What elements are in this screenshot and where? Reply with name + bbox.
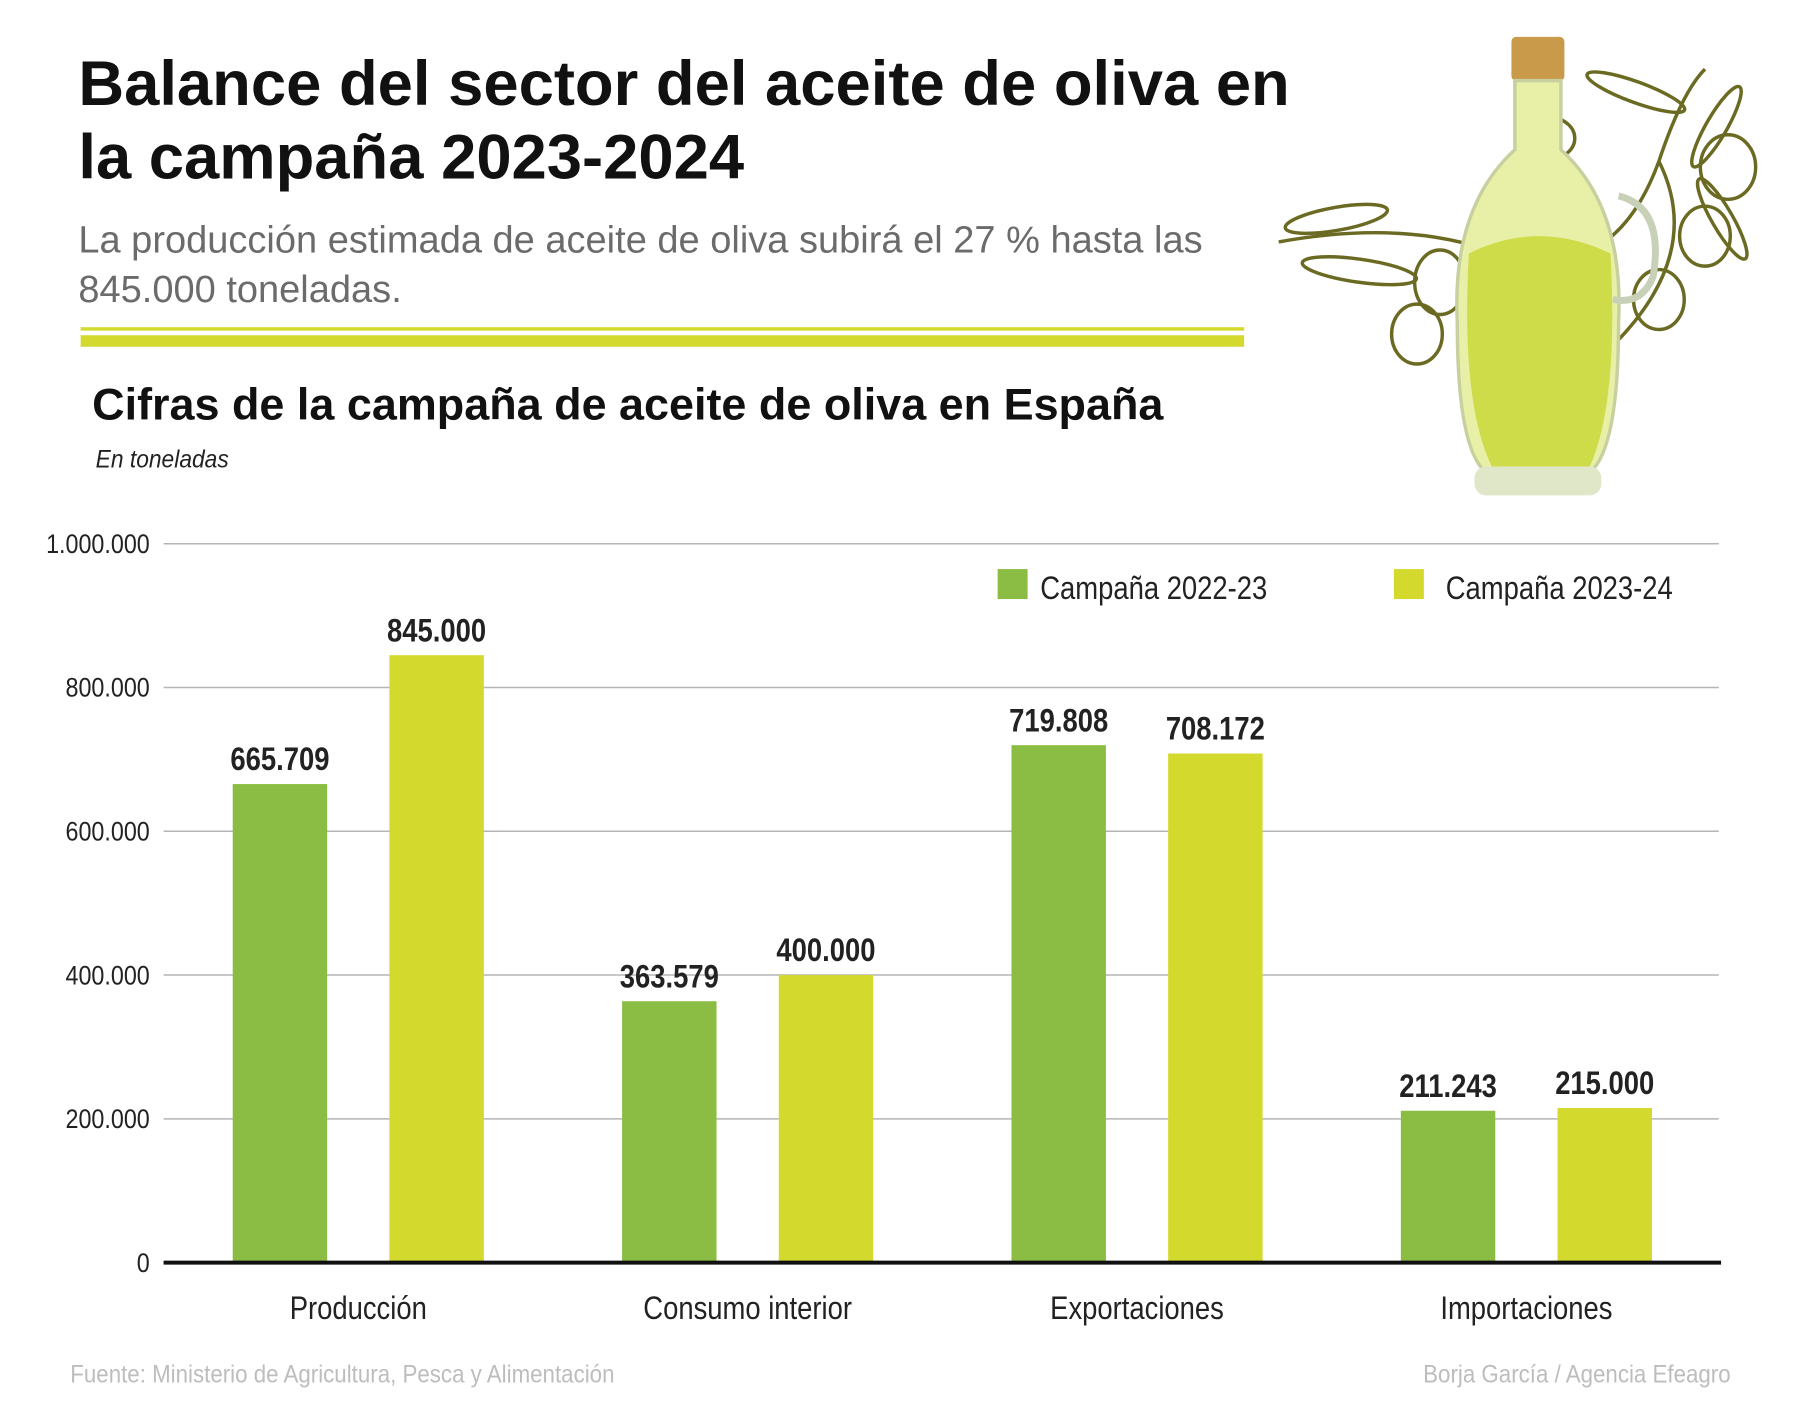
data-label: 719.808 (1009, 703, 1108, 739)
data-label: 211.243 (1399, 1069, 1497, 1105)
data-label: 708.172 (1166, 712, 1265, 748)
chart-unit: En toneladas (95, 444, 229, 474)
page-subtitle: La producción estimada de aceite de oliv… (78, 217, 1203, 310)
data-label: 363.579 (620, 959, 719, 995)
x-category-label: Importaciones (1440, 1291, 1612, 1327)
legend-label: Campaña 2022-23 (1040, 571, 1267, 607)
olive-oil-bottle-illustration (1278, 36, 1758, 496)
data-label: 665.709 (230, 742, 329, 778)
y-tick-label: 600.000 (66, 817, 150, 847)
bar (1168, 753, 1263, 1263)
credit-note: Borja García / Agencia Efeagro (1422, 1359, 1731, 1389)
chart-title: Cifras de la campaña de aceite de oliva … (92, 380, 1164, 430)
x-category-label: Producción (290, 1291, 427, 1327)
bar (232, 784, 328, 1263)
bar (389, 655, 484, 1263)
bar (622, 1001, 717, 1263)
data-label: 400.000 (776, 933, 875, 969)
y-tick-label: 0 (137, 1248, 150, 1278)
x-category-label: Exportaciones (1050, 1291, 1224, 1327)
olive-branch-icon (1278, 67, 1758, 366)
source-note: Fuente: Ministerio de Agricultura, Pesca… (70, 1359, 615, 1389)
data-label: 215.000 (1555, 1066, 1654, 1102)
y-tick-label: 200.000 (66, 1105, 150, 1135)
divider-thick (80, 335, 1245, 347)
bar (1400, 1110, 1496, 1263)
legend-swatch (997, 569, 1028, 600)
x-category-label: Consumo interior (643, 1291, 852, 1327)
divider-thin (80, 327, 1245, 331)
legend-label: Campaña 2023-24 (1446, 571, 1673, 607)
bar (778, 975, 874, 1263)
bar (1557, 1108, 1652, 1263)
y-tick-label: 800.000 (66, 673, 150, 703)
bar (1011, 745, 1106, 1263)
legend-swatch (1393, 569, 1424, 600)
y-tick-label: 1.000.000 (46, 530, 150, 560)
y-tick-label: 400.000 (66, 961, 150, 991)
cork-icon (1511, 36, 1565, 81)
page-title: Balance del sector del aceite de oliva e… (78, 47, 1290, 193)
data-label: 845.000 (387, 613, 486, 649)
